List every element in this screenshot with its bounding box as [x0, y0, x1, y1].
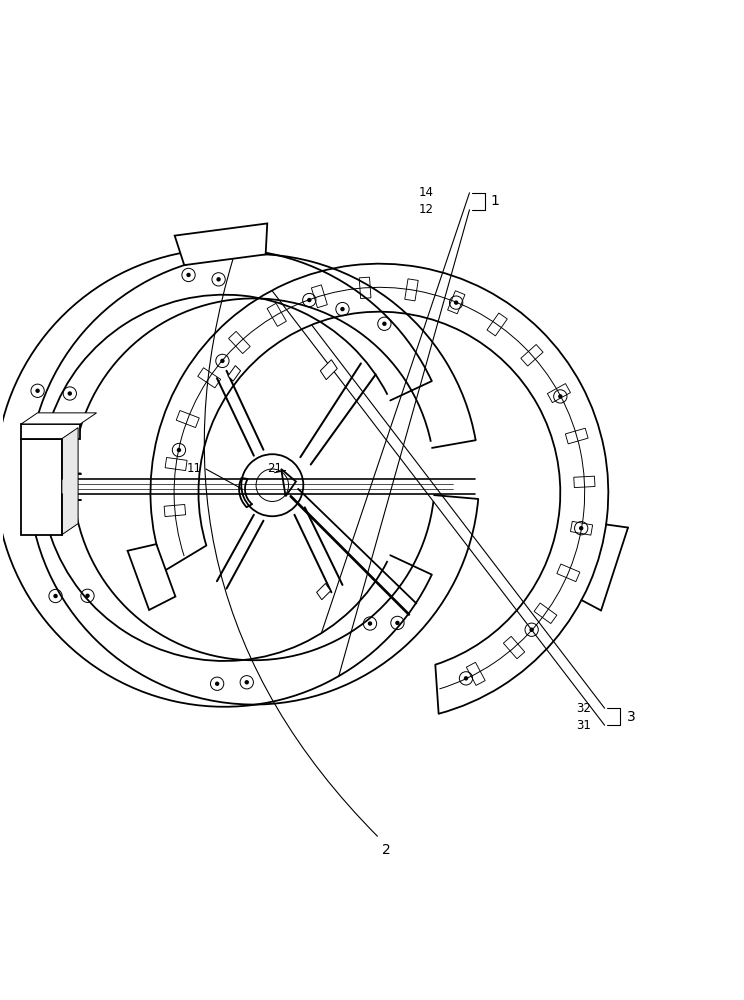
Circle shape [454, 300, 458, 305]
Bar [22, 424, 80, 439]
Polygon shape [175, 223, 267, 265]
Polygon shape [321, 360, 337, 380]
Circle shape [186, 273, 190, 277]
Text: 21: 21 [267, 462, 282, 475]
Circle shape [220, 359, 225, 363]
Circle shape [340, 307, 344, 311]
Text: 32: 32 [576, 702, 591, 715]
Text: 3: 3 [626, 710, 635, 724]
Text: 2: 2 [382, 843, 391, 857]
Polygon shape [317, 583, 330, 600]
Circle shape [245, 680, 249, 684]
Circle shape [464, 676, 468, 681]
Circle shape [177, 448, 181, 452]
Text: 12: 12 [418, 203, 433, 216]
Bar [22, 439, 62, 535]
Circle shape [215, 682, 219, 686]
Polygon shape [22, 413, 97, 424]
Circle shape [68, 391, 72, 396]
Circle shape [395, 621, 400, 625]
Polygon shape [228, 366, 240, 381]
Polygon shape [127, 544, 176, 610]
Circle shape [579, 526, 583, 530]
Text: 31: 31 [576, 719, 591, 732]
Circle shape [368, 621, 372, 626]
Text: 1: 1 [490, 194, 499, 208]
Circle shape [307, 298, 312, 302]
Circle shape [36, 389, 39, 393]
Polygon shape [62, 428, 78, 535]
Circle shape [530, 628, 534, 632]
Text: 11: 11 [187, 462, 202, 475]
Circle shape [217, 277, 221, 282]
Text: 14: 14 [418, 186, 433, 199]
Circle shape [54, 594, 58, 598]
Circle shape [33, 462, 39, 468]
Circle shape [86, 594, 90, 598]
Circle shape [33, 506, 39, 512]
Circle shape [558, 394, 562, 399]
Circle shape [382, 322, 387, 326]
